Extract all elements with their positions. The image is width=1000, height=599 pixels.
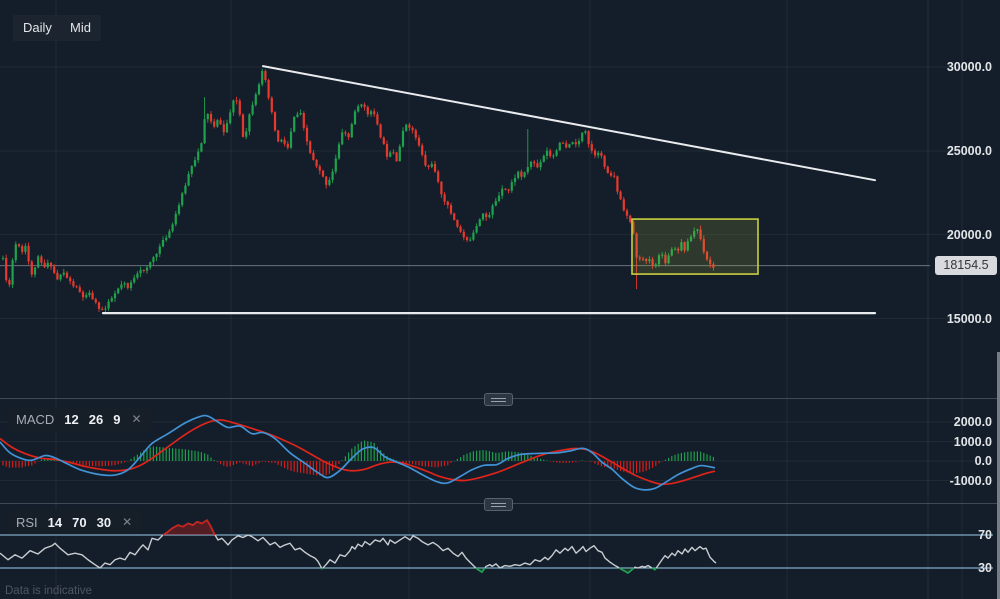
macd-param-fast: 12 [64,411,79,427]
rsi-legend-title: RSI [16,514,38,530]
scrollbar-thumb[interactable] [997,352,1000,599]
macd-legend-title: MACD [16,411,55,427]
rsi-close-icon[interactable]: ✕ [122,515,133,529]
rsi-pane-resize-handle[interactable] [484,498,513,511]
range-box-drawing[interactable] [631,218,759,275]
rsi-pane[interactable] [0,519,993,574]
candles[interactable] [1,68,715,313]
macd-legend[interactable]: MACD 12 26 9 ✕ [7,407,152,431]
chart-type-mid-button[interactable]: Mid [60,15,101,41]
macd-line [0,414,716,491]
rsi-param-lower: 30 [96,514,112,530]
descending-trendline-drawing[interactable] [262,65,876,182]
macd-param-signal: 9 [113,411,121,427]
macd-param-slow: 26 [88,411,104,427]
timeframe-daily-button[interactable]: Daily [13,15,62,41]
macd-pane[interactable] [0,414,716,491]
current-price-label: 18154.5 [935,256,997,276]
macd-pane-resize-handle[interactable] [484,393,513,406]
rsi-param-upper: 70 [72,514,87,530]
rsi-legend[interactable]: RSI 14 70 30 ✕ [7,510,143,534]
macd-close-icon[interactable]: ✕ [131,412,142,426]
indicative-note: Data is indicative [5,585,92,597]
rsi-param-length: 14 [47,514,63,530]
macd-signal-line [0,419,716,486]
